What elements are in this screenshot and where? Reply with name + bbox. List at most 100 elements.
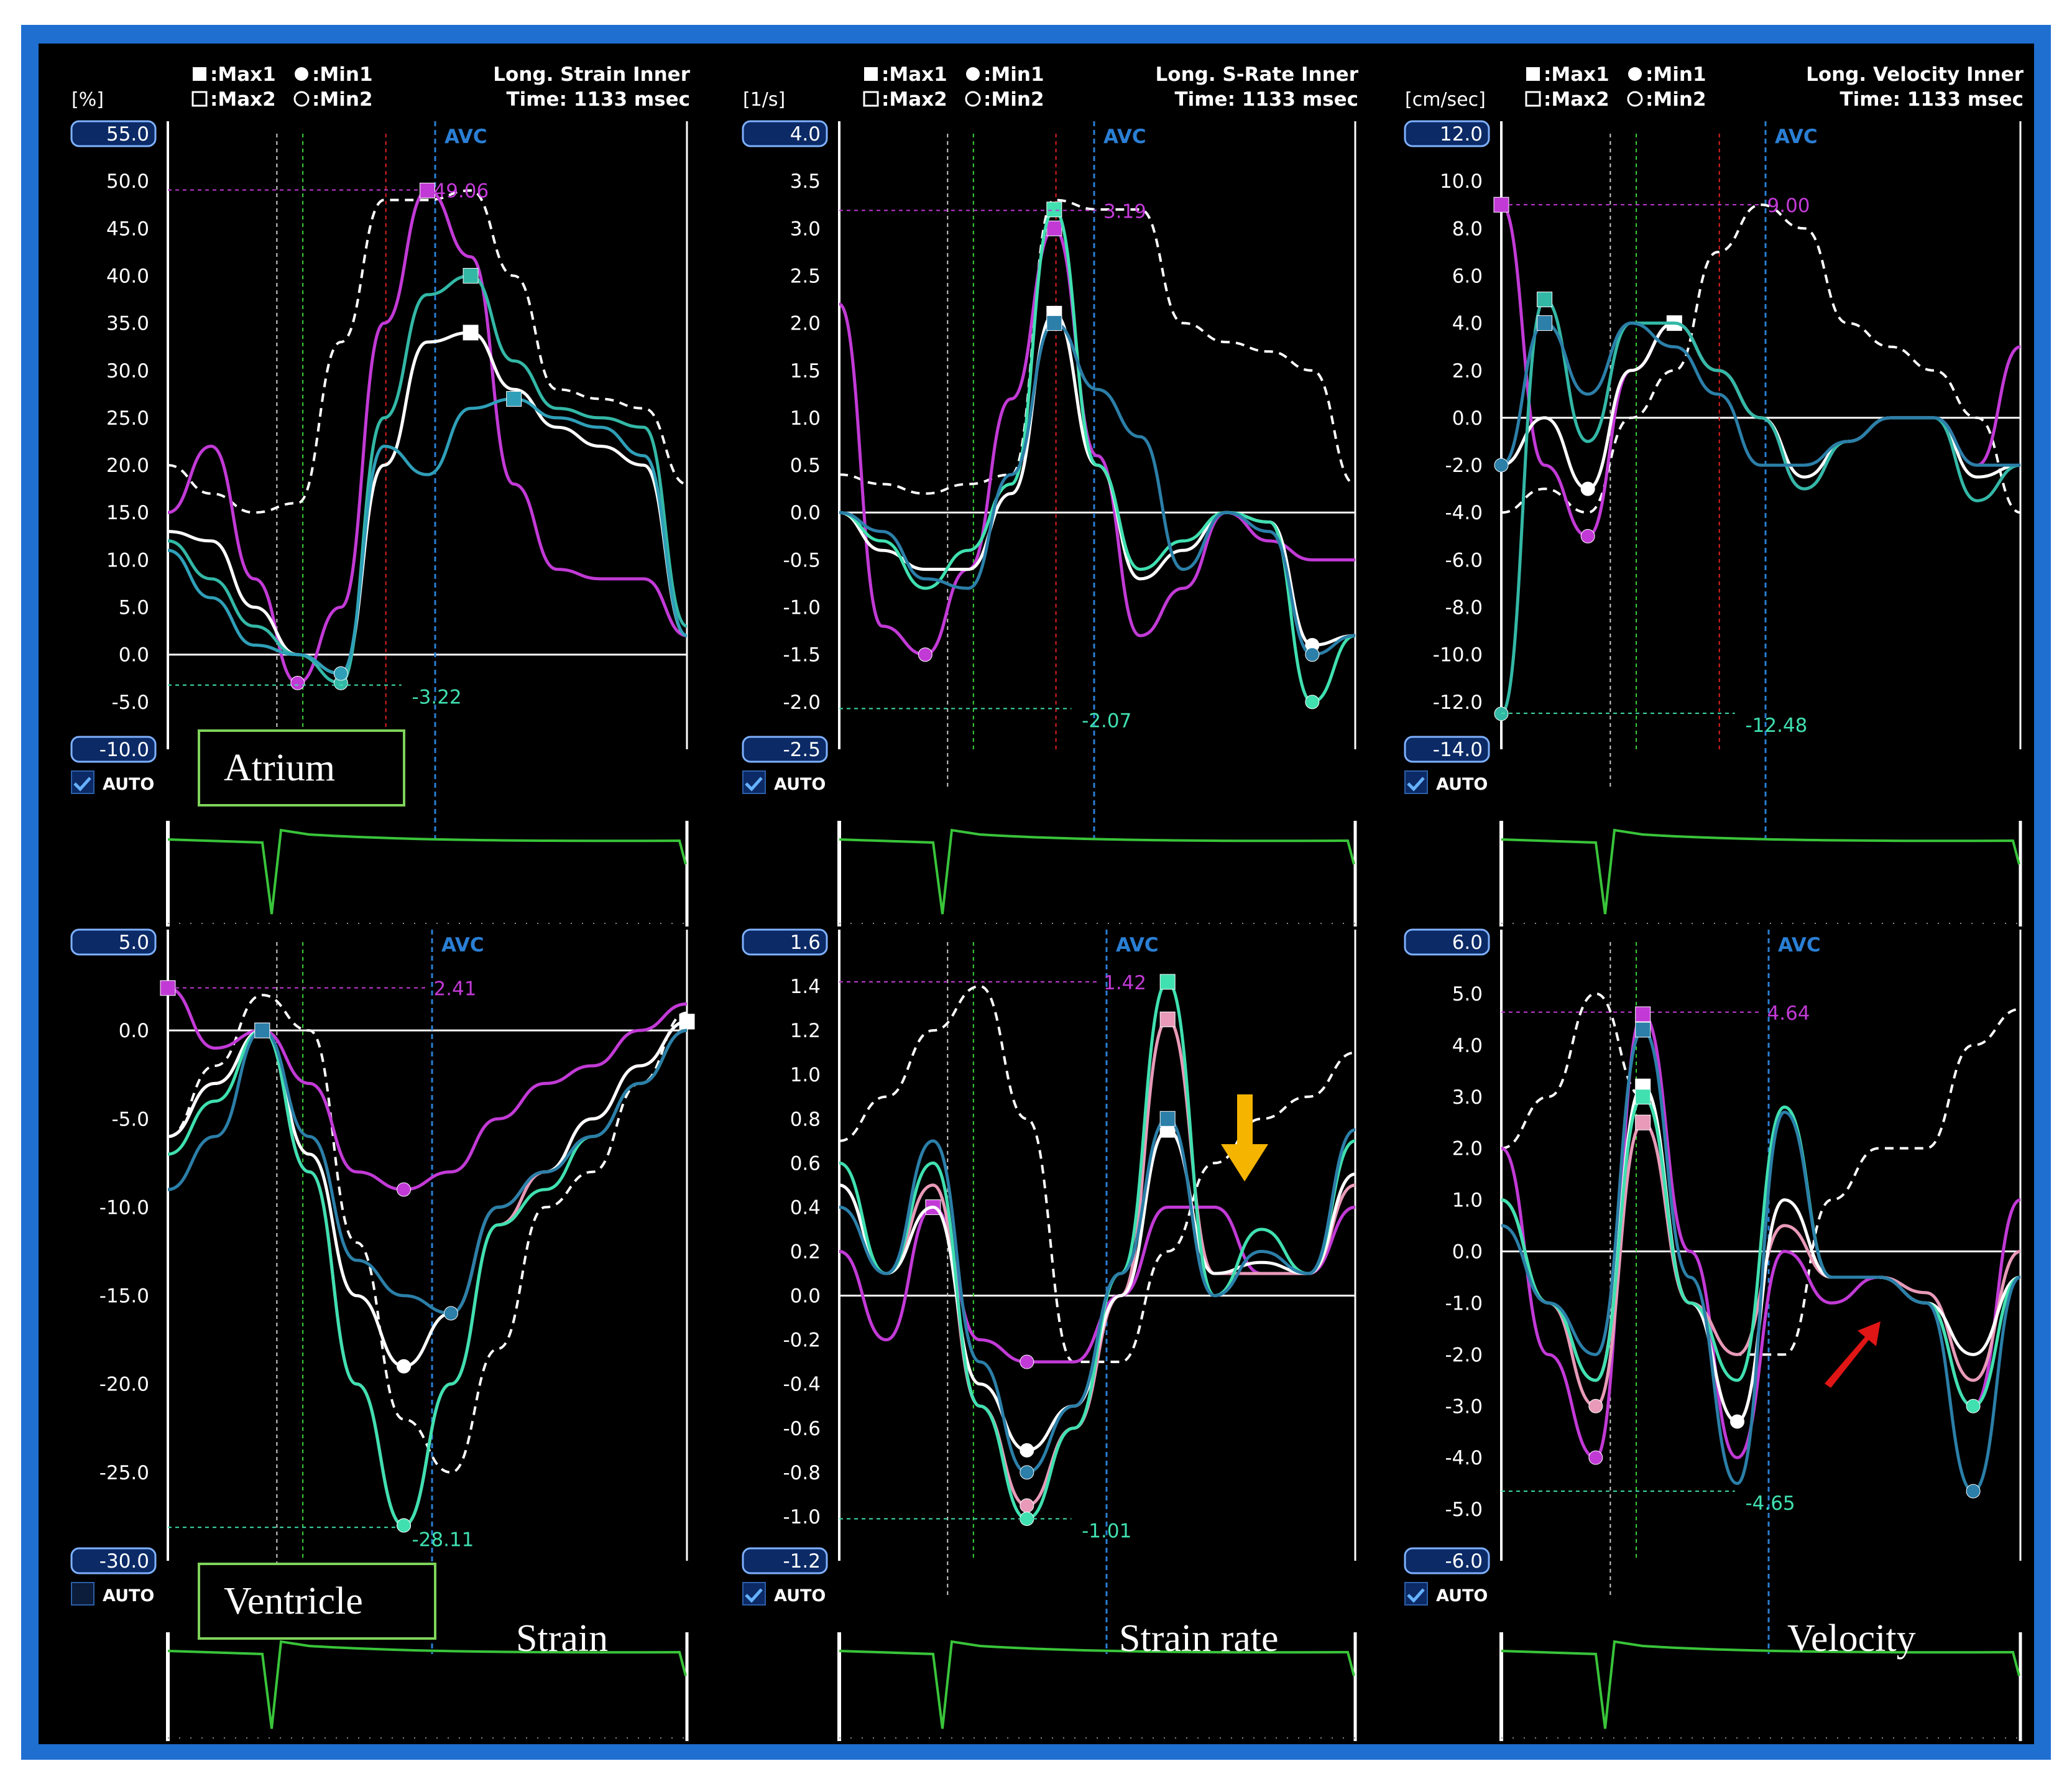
auto-label: AUTO: [103, 1586, 154, 1606]
axis-limit-badge[interactable]: [1404, 928, 1490, 956]
min-marker: [1966, 1398, 1981, 1413]
axis-limit-badge[interactable]: [70, 928, 157, 956]
panel-ventricle-strain-rate: 1.6 1.4 1.2 1.0 0.8 0.6 0.4 0.2 0.0 -0.2 -0.4 -0.6 -…: [742, 928, 1357, 1741]
series-line-mint: [839, 208, 1356, 704]
y-tick-label: -1.0: [783, 597, 821, 619]
region-label: Ventricle: [224, 1580, 363, 1622]
min-marker: [1580, 529, 1595, 543]
max1-legend-icon: [1526, 67, 1540, 81]
panel-atrium-velocity: 12.0 10.0 8.0 6.0 4.0 2.0 0.0 -2.0 -4.0 -6.0 -8.0 -…: [1404, 63, 2024, 927]
min-marker: [443, 1306, 458, 1321]
black-background: [39, 44, 2034, 1744]
auto-checkbox[interactable]: [742, 770, 766, 794]
y-tick-label: 0.0: [119, 644, 149, 667]
axis-limit-badge[interactable]: [742, 928, 828, 956]
axis-limit-badge[interactable]: [1404, 736, 1490, 763]
y-tick-label: 40.0: [106, 265, 149, 287]
y-tick-label: 1.6: [790, 931, 821, 954]
legend-max1: :Max1: [882, 63, 947, 86]
checkmark-icon: [73, 777, 91, 792]
checkmark-icon: [745, 1588, 763, 1603]
y-tick-label: -0.4: [783, 1374, 821, 1396]
axis-limit-badge[interactable]: [70, 120, 157, 147]
y-tick-label: 6.0: [1452, 931, 1483, 954]
avc-label: AVC: [1116, 934, 1159, 956]
max2-legend-icon: [1525, 91, 1541, 107]
max2-legend-icon: [863, 91, 879, 107]
max-marker: [1635, 1089, 1651, 1105]
y-tick-label: 1.4: [790, 976, 821, 998]
min1-legend-icon: [1628, 67, 1642, 81]
y-tick-label: 55.0: [106, 123, 149, 146]
axis-limit-badge[interactable]: [70, 1547, 157, 1574]
y-tick-label: -10.0: [99, 1196, 149, 1219]
y-tick-label: 45.0: [106, 218, 149, 240]
y-tick-label: 5.0: [1452, 983, 1483, 1005]
axis-limit-badge[interactable]: [742, 736, 828, 763]
series-line-magenta: [167, 188, 688, 685]
series-line-white: [167, 331, 688, 675]
legend-max2: :Max2: [210, 88, 276, 111]
min1-legend-icon: [295, 67, 308, 81]
series-line-blue_teal: [839, 321, 1356, 657]
ecg-trace: [839, 1640, 1355, 1729]
y-tick-label: 0.0: [119, 1020, 149, 1042]
yellow-down-arrow-icon: [1221, 1094, 1268, 1181]
y-tick-label: 1.5: [790, 360, 821, 382]
y-tick-label: 4.0: [790, 123, 821, 146]
auto-checkbox[interactable]: [71, 1582, 94, 1606]
min-marker: [397, 1182, 412, 1197]
y-tick-label: -20.0: [99, 1374, 149, 1396]
series-line-blue_teal: [1501, 1028, 2021, 1493]
auto-checkbox[interactable]: [1404, 770, 1428, 794]
max-marker: [1046, 201, 1062, 218]
min-marker: [1966, 1484, 1981, 1499]
max-marker: [1159, 1011, 1176, 1027]
max-marker: [1159, 974, 1176, 990]
axis-limit-badge[interactable]: [742, 1547, 828, 1574]
avc-label: AVC: [1775, 126, 1818, 148]
auto-label: AUTO: [103, 775, 154, 794]
y-tick-label: 2.5: [790, 265, 821, 287]
min-marker: [1730, 1414, 1745, 1429]
y-tick-label: -4.0: [1445, 502, 1483, 524]
auto-checkbox[interactable]: [1404, 1582, 1428, 1606]
min-value-label: -1.01: [1082, 1520, 1131, 1542]
auto-checkbox[interactable]: [71, 770, 94, 794]
series-line-magenta: [167, 986, 688, 1191]
y-tick-label: -6.0: [1445, 1550, 1483, 1573]
region-label-box: [198, 729, 405, 806]
legend-max1: :Max1: [210, 63, 276, 86]
panel-title: Long. Velocity Inner: [1806, 63, 2024, 86]
y-tick-label: 0.0: [790, 1285, 821, 1308]
axis-limit-badge[interactable]: [742, 120, 828, 147]
min-value-label: -28.11: [412, 1528, 474, 1551]
min-marker: [1494, 458, 1509, 473]
max-marker: [679, 1014, 695, 1030]
axis-limit-badge[interactable]: [70, 736, 157, 763]
y-tick-label: -5.0: [112, 691, 150, 714]
checkmark-icon: [745, 777, 763, 792]
axis-limit-badge[interactable]: [1404, 1547, 1490, 1574]
y-tick-label: 0.8: [790, 1108, 821, 1130]
y-tick-label: -30.0: [99, 1550, 149, 1573]
y-tick-label: 5.0: [119, 931, 149, 954]
min2-legend-icon: [293, 91, 310, 107]
legend-min1: :Min1: [1646, 63, 1706, 86]
axis-limit-badge[interactable]: [1404, 120, 1490, 147]
panel-title: Long. Strain Inner: [493, 63, 690, 86]
unit-label: [cm/sec]: [1405, 89, 1486, 111]
y-tick-label: -1.0: [783, 1506, 821, 1528]
min-marker: [397, 1518, 412, 1533]
series-line-white_dashed: [167, 189, 688, 514]
min1-legend-icon: [966, 67, 980, 81]
auto-checkbox[interactable]: [742, 1582, 766, 1606]
series-line-white_dashed: [167, 994, 688, 1474]
min2-legend-icon: [965, 91, 981, 107]
y-tick-label: 2.0: [790, 313, 821, 335]
panel-atrium-strain: 55.0 50.0 45.0 40.0 35.0 30.0 25.0 20.0 15.0 10.0…: [70, 63, 691, 927]
legend-min2: :Min2: [1646, 88, 1706, 111]
peak-value-label: 4.64: [1767, 1002, 1810, 1025]
avc-label: AVC: [441, 934, 484, 956]
max-marker: [254, 1022, 270, 1038]
